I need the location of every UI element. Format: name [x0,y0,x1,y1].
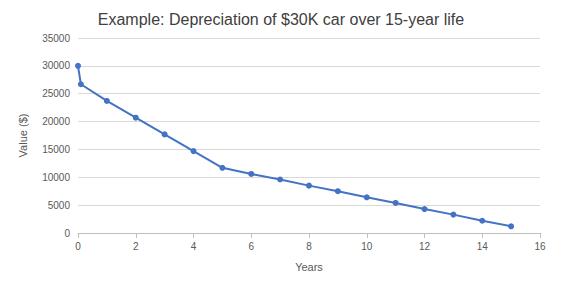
svg-text:35000: 35000 [42,33,70,44]
svg-text:Years: Years [295,261,323,273]
svg-text:10: 10 [361,241,373,252]
svg-text:6: 6 [248,241,254,252]
svg-text:16: 16 [534,241,546,252]
svg-text:0: 0 [75,241,81,252]
svg-text:15000: 15000 [42,144,70,155]
svg-text:8: 8 [306,241,312,252]
svg-text:Value ($): Value ($) [17,114,29,158]
svg-text:0: 0 [64,228,70,239]
svg-text:Example: Depreciation of $30K: Example: Depreciation of $30K car over 1… [98,11,465,28]
svg-text:5000: 5000 [48,200,71,211]
svg-text:14: 14 [477,241,489,252]
svg-text:25000: 25000 [42,88,70,99]
svg-text:2: 2 [133,241,139,252]
svg-text:10000: 10000 [42,172,70,183]
svg-text:30000: 30000 [42,60,70,71]
svg-text:4: 4 [191,241,197,252]
svg-text:20000: 20000 [42,116,70,127]
svg-text:12: 12 [419,241,431,252]
